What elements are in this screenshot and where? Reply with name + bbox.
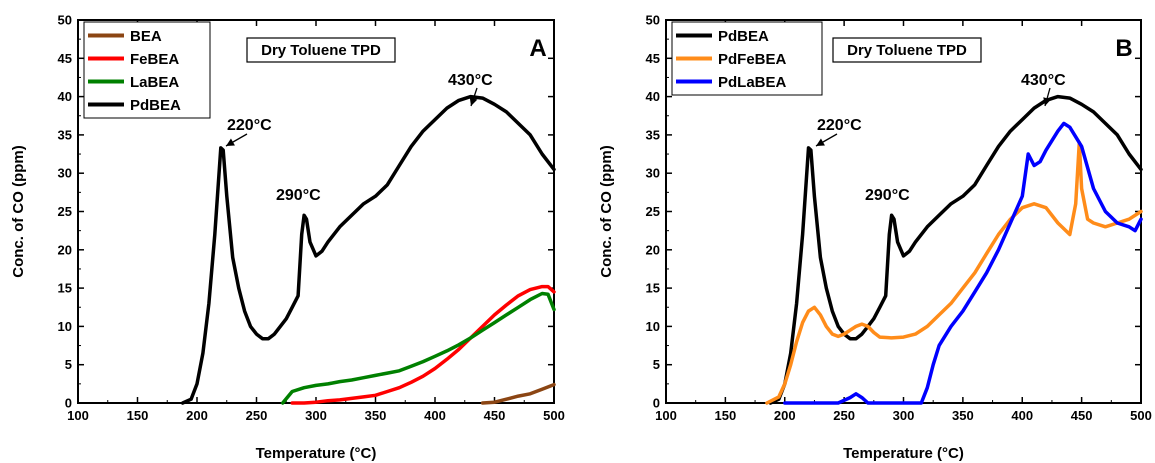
y-tick-label: 25 (646, 204, 660, 219)
y-tick-label: 10 (58, 319, 72, 334)
y-tick-label: 15 (646, 281, 660, 296)
y-tick-label: 25 (58, 204, 72, 219)
peak-annotation: 220°C (227, 117, 272, 134)
annotation-arrowhead (469, 97, 478, 106)
legend-label: PdBEA (130, 97, 181, 114)
annotation-arrowhead (226, 138, 235, 146)
y-tick-label: 40 (58, 89, 72, 104)
x-tick-label: 450 (484, 408, 506, 423)
legend-frame (83, 21, 211, 119)
y-tick-label: 45 (58, 51, 72, 66)
peak-annotation: 430°C (1021, 72, 1066, 89)
x-tick-label: 200 (186, 408, 208, 423)
peak-annotation: 290°C (276, 187, 321, 204)
panel-letter: A (529, 35, 546, 62)
y-tick-label: 45 (646, 51, 660, 66)
x-tick-label: 300 (893, 408, 915, 423)
title-box (832, 37, 982, 63)
y-tick-label: 30 (58, 166, 72, 181)
panel-a: 100 150 200 250 300 350 400 450 500 0 5 10 15 20 25 30 3… (10, 13, 565, 463)
x-tick-label: 500 (1130, 408, 1152, 423)
y-tick-label: 35 (58, 127, 72, 142)
x-tick-label: 250 (246, 408, 268, 423)
x-tick-label: 300 (305, 408, 327, 423)
title-box (246, 37, 396, 63)
y-axis-title: Conc. of CO (ppm) (598, 145, 615, 277)
series-line-labea (280, 291, 556, 405)
y-tick-label: 30 (646, 166, 660, 181)
legend-label: BEA (130, 28, 162, 45)
x-axis-title: Temperature (°C) (843, 445, 964, 462)
x-tick-label: 100 (655, 408, 677, 423)
y-axis-title: Conc. of CO (ppm) (10, 145, 27, 277)
legend-label: PdLaBEA (718, 74, 787, 91)
legend-label: FeBEA (130, 51, 179, 68)
y-tick-label: 5 (65, 357, 72, 372)
y-tick-label: 20 (646, 242, 660, 257)
y-tick-label: 40 (646, 89, 660, 104)
series-line-pdfebea (765, 140, 1143, 405)
x-tick-label: 400 (424, 408, 446, 423)
x-tick-label: 500 (543, 408, 565, 423)
x-tick-label: 350 (365, 408, 387, 423)
title-box-text: Dry Toluene TPD (847, 42, 967, 59)
legend: PdBEA PdFeBEA PdLaBEA (671, 21, 823, 96)
x-tick-label: 350 (952, 408, 974, 423)
panel-b: 100 150 200 250 300 350 400 450 500 0 5 10 15 20 25 30 3… (598, 13, 1152, 463)
x-axis-title: Temperature (°C) (256, 445, 377, 462)
title-box-text: Dry Toluene TPD (261, 42, 381, 59)
y-tick-label: 50 (58, 13, 72, 28)
annotation-arrowhead (1043, 97, 1051, 106)
y-tick-label: 0 (653, 396, 660, 411)
x-tick-label: 150 (127, 408, 149, 423)
peak-annotation: 290°C (865, 187, 910, 204)
y-tick-label: 15 (58, 281, 72, 296)
y-tick-label: 10 (646, 319, 660, 334)
peak-annotation: 220°C (817, 117, 862, 134)
x-tick-label: 250 (833, 408, 855, 423)
x-tick-label: 200 (774, 408, 796, 423)
x-tick-label: 450 (1071, 408, 1093, 423)
x-tick-label: 400 (1011, 408, 1033, 423)
legend: BEA FeBEA LaBEA PdBEA (83, 21, 211, 119)
y-tick-label: 5 (653, 357, 660, 372)
legend-label: PdBEA (718, 28, 769, 45)
series-line-pdbea (768, 94, 1143, 405)
y-tick-label: 0 (65, 396, 72, 411)
peak-annotation: 430°C (448, 72, 493, 89)
panel-letter: B (1115, 35, 1132, 62)
y-tick-label: 50 (646, 13, 660, 28)
y-tick-label: 35 (646, 127, 660, 142)
x-tick-label: 150 (715, 408, 737, 423)
series-line-pdlabea (783, 121, 1143, 405)
x-tick-label: 100 (67, 408, 89, 423)
series-line-bea (480, 382, 556, 405)
series-line-pdbea (180, 94, 556, 405)
annotation-arrowhead (816, 138, 825, 146)
series-line-febea (290, 284, 556, 405)
legend-label: PdFeBEA (718, 51, 787, 68)
legend-label: LaBEA (130, 74, 179, 91)
y-tick-label: 20 (58, 242, 72, 257)
